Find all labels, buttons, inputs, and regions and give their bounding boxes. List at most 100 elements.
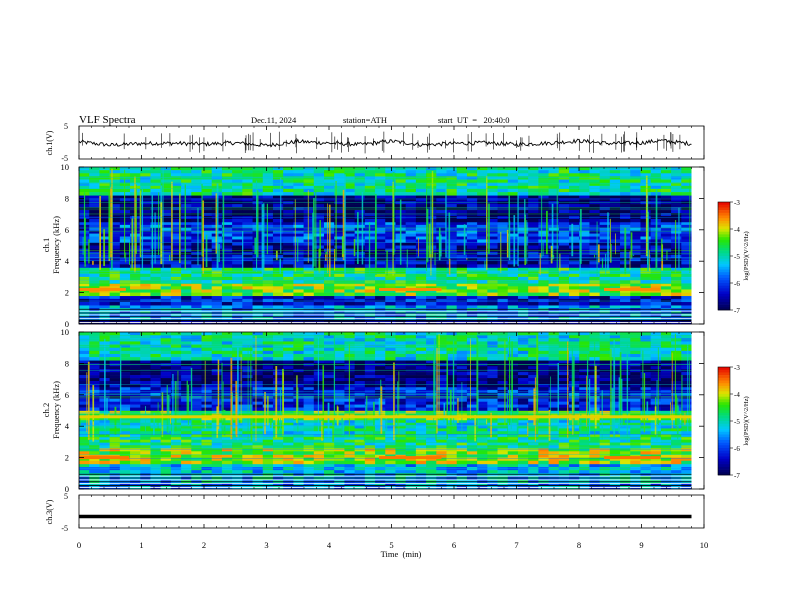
spectrogram-cell bbox=[426, 273, 437, 278]
spectrogram-cell bbox=[660, 302, 672, 306]
spectrogram-cell bbox=[395, 289, 407, 293]
spectrogram-cell bbox=[436, 295, 447, 300]
spectrogram-cell bbox=[364, 204, 376, 208]
spectrogram-cell bbox=[221, 267, 233, 271]
spectrogram-cell bbox=[354, 267, 366, 271]
spectrogram-cell bbox=[303, 310, 315, 314]
spectrogram-cell bbox=[272, 276, 284, 281]
spectrogram-cell bbox=[109, 198, 121, 202]
spectrogram-cell bbox=[599, 316, 611, 320]
spectrogram-cell bbox=[579, 286, 590, 290]
spectrogram-cell bbox=[385, 283, 396, 287]
colorbar-segment bbox=[718, 285, 730, 289]
spectrogram-cell bbox=[650, 182, 662, 187]
spectrogram-cell bbox=[415, 457, 427, 462]
spectrogram-cell bbox=[660, 316, 672, 320]
spectrogram-cell bbox=[558, 204, 570, 208]
spectrogram-cell bbox=[262, 204, 274, 208]
spectrogram-cell bbox=[548, 258, 560, 262]
spectrogram-cell bbox=[548, 264, 560, 268]
spectrogram-cell bbox=[211, 316, 223, 320]
spectrogram-cell bbox=[313, 192, 325, 196]
spectrogram-cell bbox=[589, 273, 601, 278]
spectrogram-cell bbox=[681, 286, 692, 290]
spectrogram-cell bbox=[487, 242, 498, 246]
spectrogram-cell bbox=[303, 179, 315, 183]
spectrogram-cell bbox=[262, 170, 274, 174]
spectrogram-cell bbox=[528, 224, 539, 229]
spectrogram-cell bbox=[640, 302, 652, 306]
spectrogram-cell bbox=[303, 276, 315, 281]
spectrogram-cell bbox=[385, 482, 396, 487]
spectrogram-cell bbox=[579, 457, 590, 462]
spectrogram-cell bbox=[569, 283, 580, 287]
spectrogram-cell bbox=[375, 321, 386, 325]
spectrogram-cell bbox=[375, 254, 386, 259]
spectrogram-cell bbox=[477, 224, 488, 229]
spectrogram-cell bbox=[262, 425, 274, 429]
spectrogram-cell bbox=[609, 188, 621, 193]
spectrogram-cell bbox=[446, 448, 458, 452]
spectrogram-cell bbox=[334, 173, 345, 177]
spectrogram-cell bbox=[385, 248, 396, 253]
spectrogram-cell bbox=[232, 264, 243, 268]
spectrogram-cell bbox=[160, 264, 172, 268]
spectrogram-cell bbox=[109, 188, 121, 193]
spectrogram-cell bbox=[109, 207, 121, 211]
spectrogram-cell bbox=[650, 305, 662, 309]
spectrogram-cell bbox=[201, 204, 213, 208]
spectrogram-cell bbox=[660, 245, 672, 249]
spectrogram-cell bbox=[242, 170, 253, 174]
spectrogram-cell bbox=[324, 188, 335, 193]
spectrogram-cell bbox=[191, 224, 202, 229]
spectrogram-cell bbox=[109, 310, 121, 314]
spectrogram-cell bbox=[620, 207, 631, 211]
spectrogram-cell bbox=[477, 276, 488, 281]
spectrogram-cell bbox=[324, 316, 335, 320]
spectrogram-cell bbox=[620, 170, 631, 174]
spectrogram-cell bbox=[272, 218, 284, 223]
spectrogram-cell bbox=[405, 173, 417, 177]
spectrogram-cell bbox=[109, 230, 121, 234]
spectrogram-cell bbox=[364, 192, 376, 196]
spectrogram-cell bbox=[466, 305, 478, 309]
spectrogram-cell bbox=[579, 305, 590, 309]
spectrogram-cell bbox=[507, 305, 519, 309]
spectrogram-cell bbox=[242, 470, 253, 474]
spectrogram-cell bbox=[364, 470, 376, 474]
spectrogram-cell bbox=[671, 316, 682, 320]
spectrogram-cell bbox=[487, 264, 498, 268]
spectrogram-cell bbox=[456, 310, 468, 314]
spectrogram-cell bbox=[599, 233, 611, 237]
colorbar-segment bbox=[718, 220, 730, 224]
spectrogram-cell bbox=[558, 439, 570, 443]
spectrogram-cell bbox=[579, 442, 590, 446]
spectrogram-cell bbox=[630, 460, 641, 465]
spectrogram-cell bbox=[181, 482, 192, 487]
spectrogram-cell bbox=[466, 436, 478, 441]
spectrogram-cell bbox=[589, 470, 601, 474]
spectrogram-cell bbox=[262, 264, 274, 268]
spectrogram-cell bbox=[303, 273, 315, 278]
spectrogram-cell bbox=[630, 251, 641, 256]
spectrogram-cell bbox=[589, 276, 601, 281]
spectrogram-cell bbox=[293, 233, 304, 237]
spectrogram-cell bbox=[620, 473, 631, 477]
spectrogram-cell bbox=[89, 261, 100, 265]
spectrogram-cell bbox=[671, 270, 682, 275]
spectrogram-cell bbox=[99, 479, 111, 484]
spectrogram-cell bbox=[150, 436, 162, 441]
spectrogram-cell bbox=[293, 239, 304, 243]
spectrogram-cell bbox=[620, 448, 631, 452]
spectrogram-cell bbox=[558, 224, 570, 229]
spectrogram-cell bbox=[354, 451, 366, 455]
spectrogram-cell bbox=[671, 236, 682, 240]
colorbar-segment bbox=[718, 264, 730, 268]
spectrogram-cell bbox=[375, 283, 386, 287]
spectrogram-cell bbox=[221, 460, 233, 465]
spectrogram-cell bbox=[364, 460, 376, 465]
spectrogram-cell bbox=[303, 286, 315, 290]
spectrogram-cell bbox=[528, 434, 539, 438]
spectrogram-cell bbox=[517, 264, 529, 268]
spectrogram-cell bbox=[150, 224, 162, 229]
